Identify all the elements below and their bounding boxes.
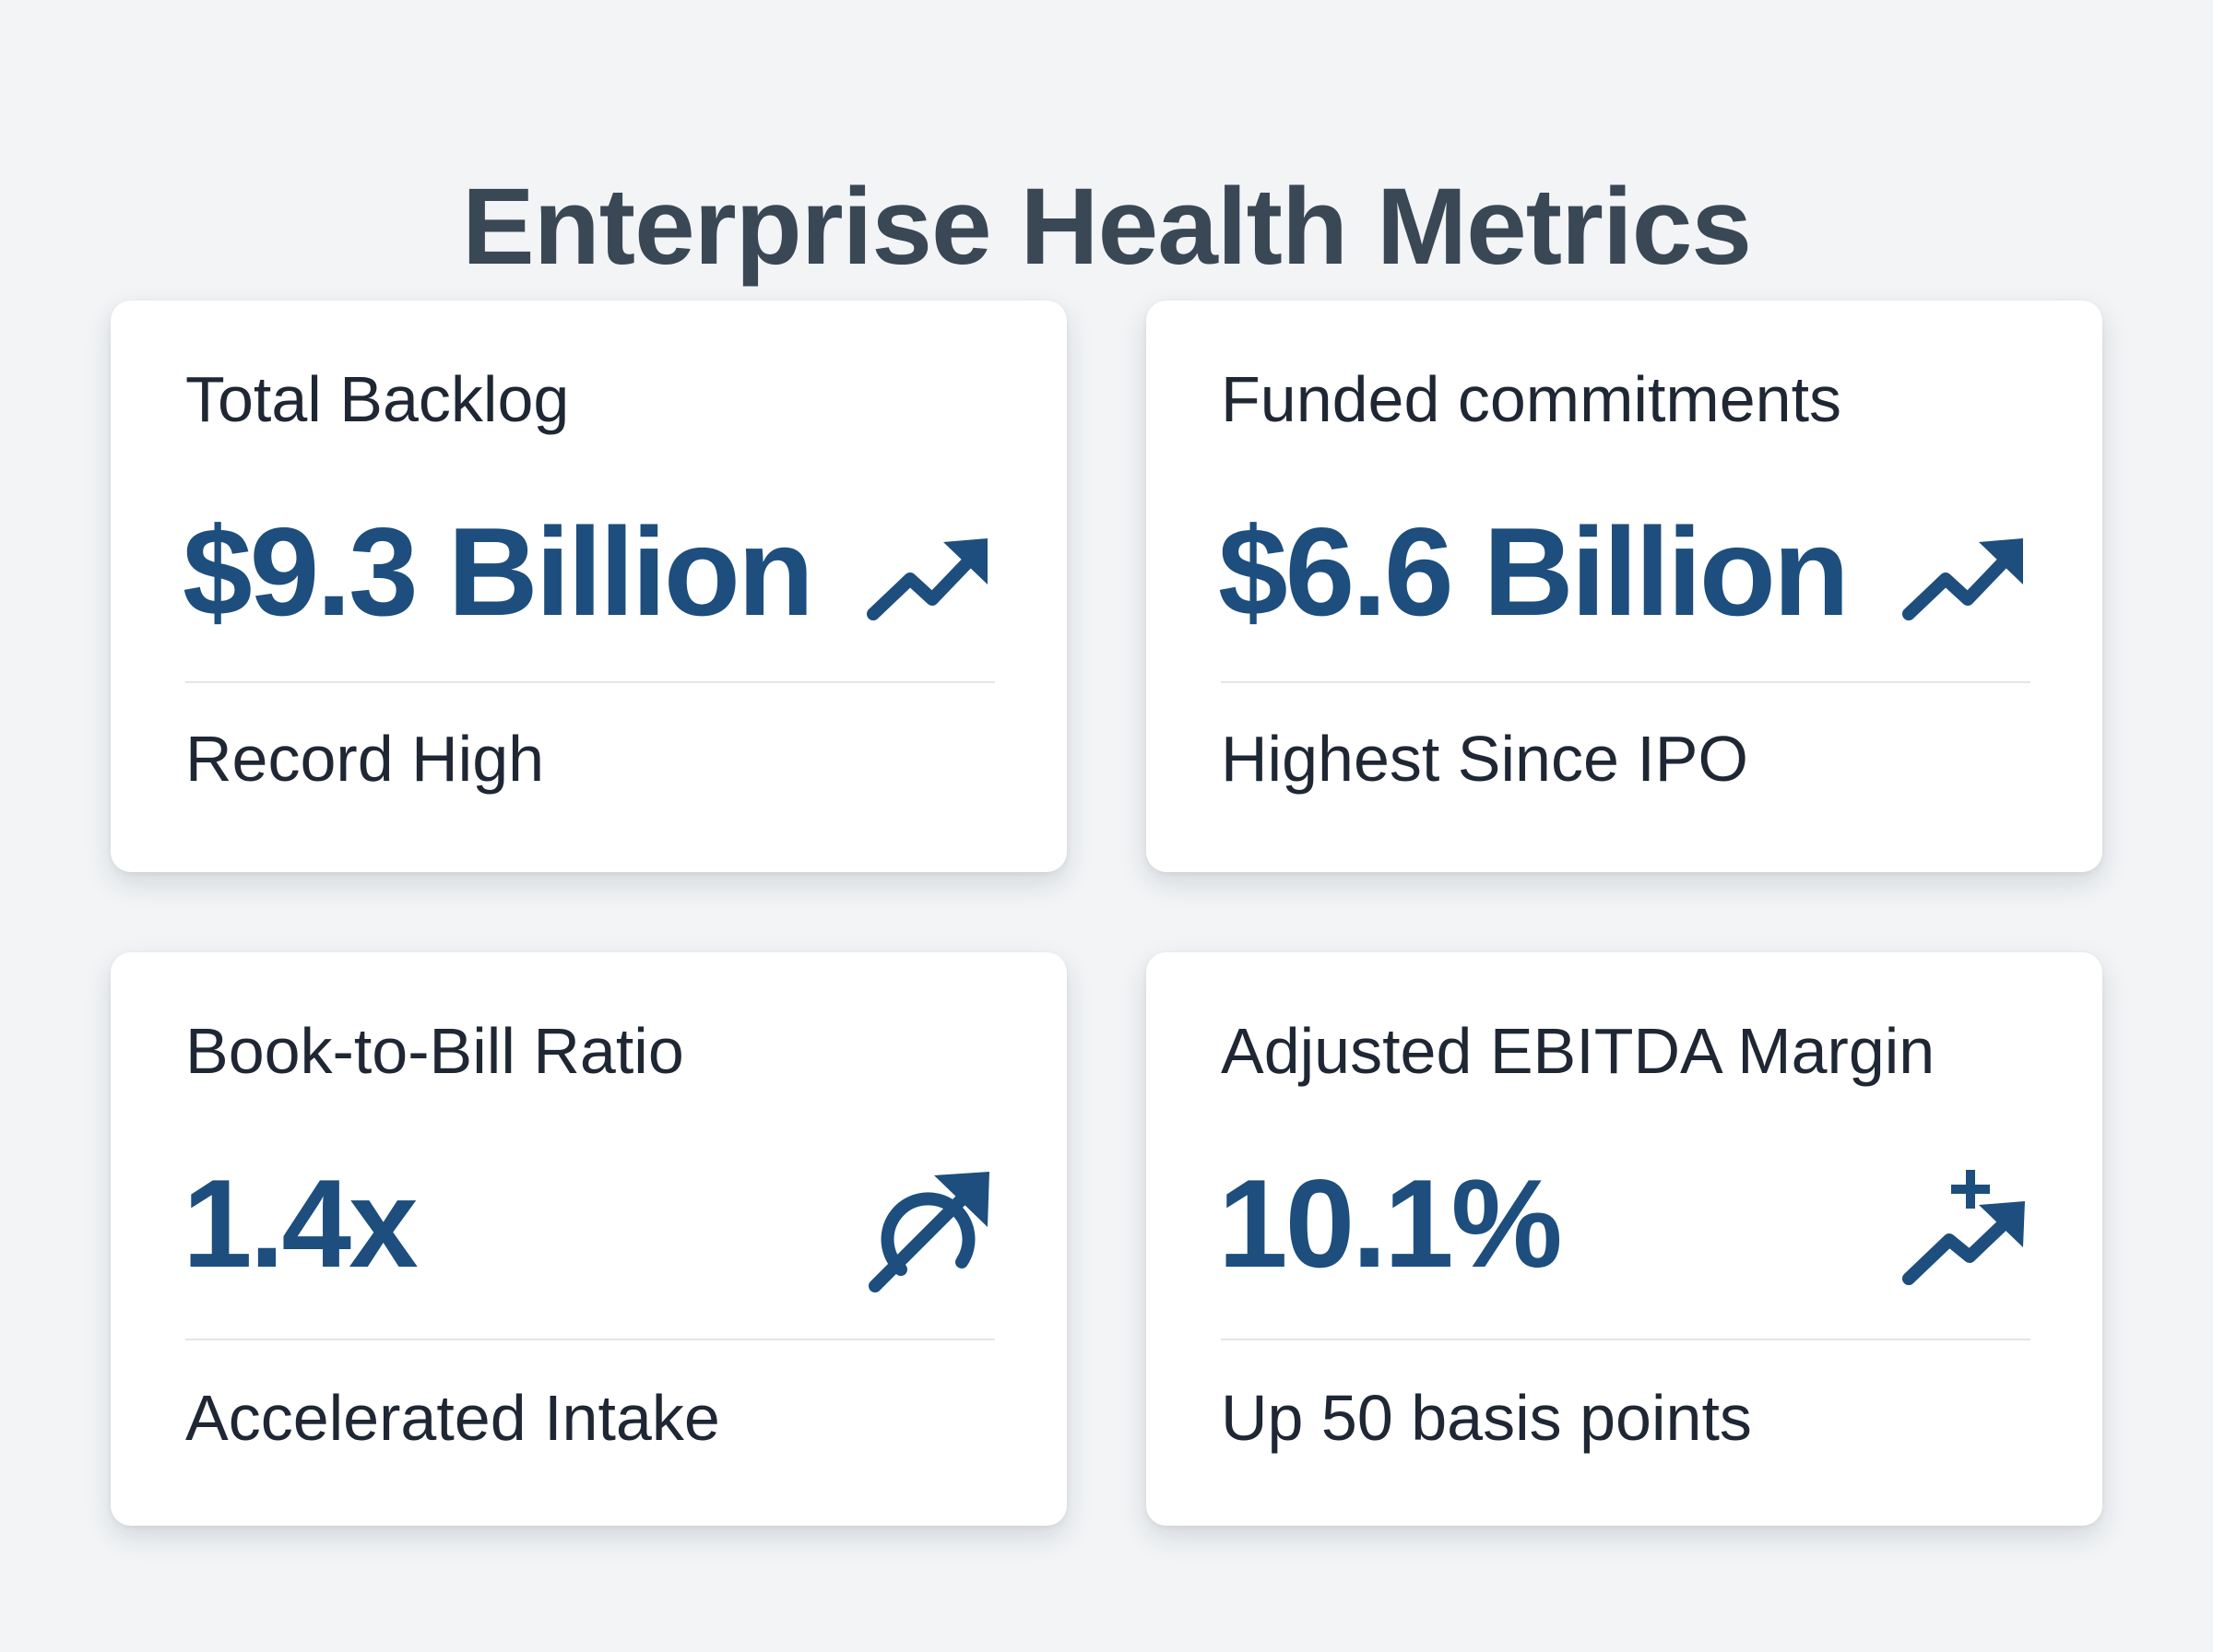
card-divider (1221, 1339, 2030, 1340)
card-divider (1221, 681, 2030, 683)
trending-up-plus-icon (1901, 1166, 2030, 1295)
circular-arrow-up-icon (866, 1166, 995, 1295)
metric-note: Up 50 basis points (1221, 1382, 1752, 1454)
card-divider (185, 1339, 995, 1340)
metric-card-adjusted-ebitda-margin: Adjusted EBITDA Margin 10.1% Up 50 basis… (1146, 952, 2102, 1526)
metric-note: Accelerated Intake (185, 1382, 720, 1454)
metric-card-funded-commitments: Funded commitments $6.6 Billion Highest … (1146, 301, 2102, 872)
metric-card-total-backlog: Total Backlog $9.3 Billion Record High (111, 301, 1067, 872)
metric-label: Adjusted EBITDA Margin (1221, 1015, 1935, 1087)
metric-value: $6.6 Billion (1218, 502, 1850, 642)
metric-card-book-to-bill: Book-to-Bill Ratio 1.4x Accelerated Inta… (111, 952, 1067, 1526)
card-divider (185, 681, 995, 683)
metric-label: Book-to-Bill Ratio (185, 1015, 684, 1087)
metric-value: 1.4x (183, 1153, 419, 1293)
metric-label: Funded commitments (1221, 363, 1842, 435)
trending-up-icon (1901, 533, 2030, 625)
metric-value: 10.1% (1218, 1153, 1563, 1293)
page-title: Enterprise Health Metrics (461, 166, 1752, 289)
trending-up-icon (866, 533, 995, 625)
metric-value: $9.3 Billion (183, 502, 814, 642)
metric-label: Total Backlog (185, 363, 570, 435)
metric-note: Record High (185, 723, 545, 795)
metric-note: Highest Since IPO (1221, 723, 1748, 795)
